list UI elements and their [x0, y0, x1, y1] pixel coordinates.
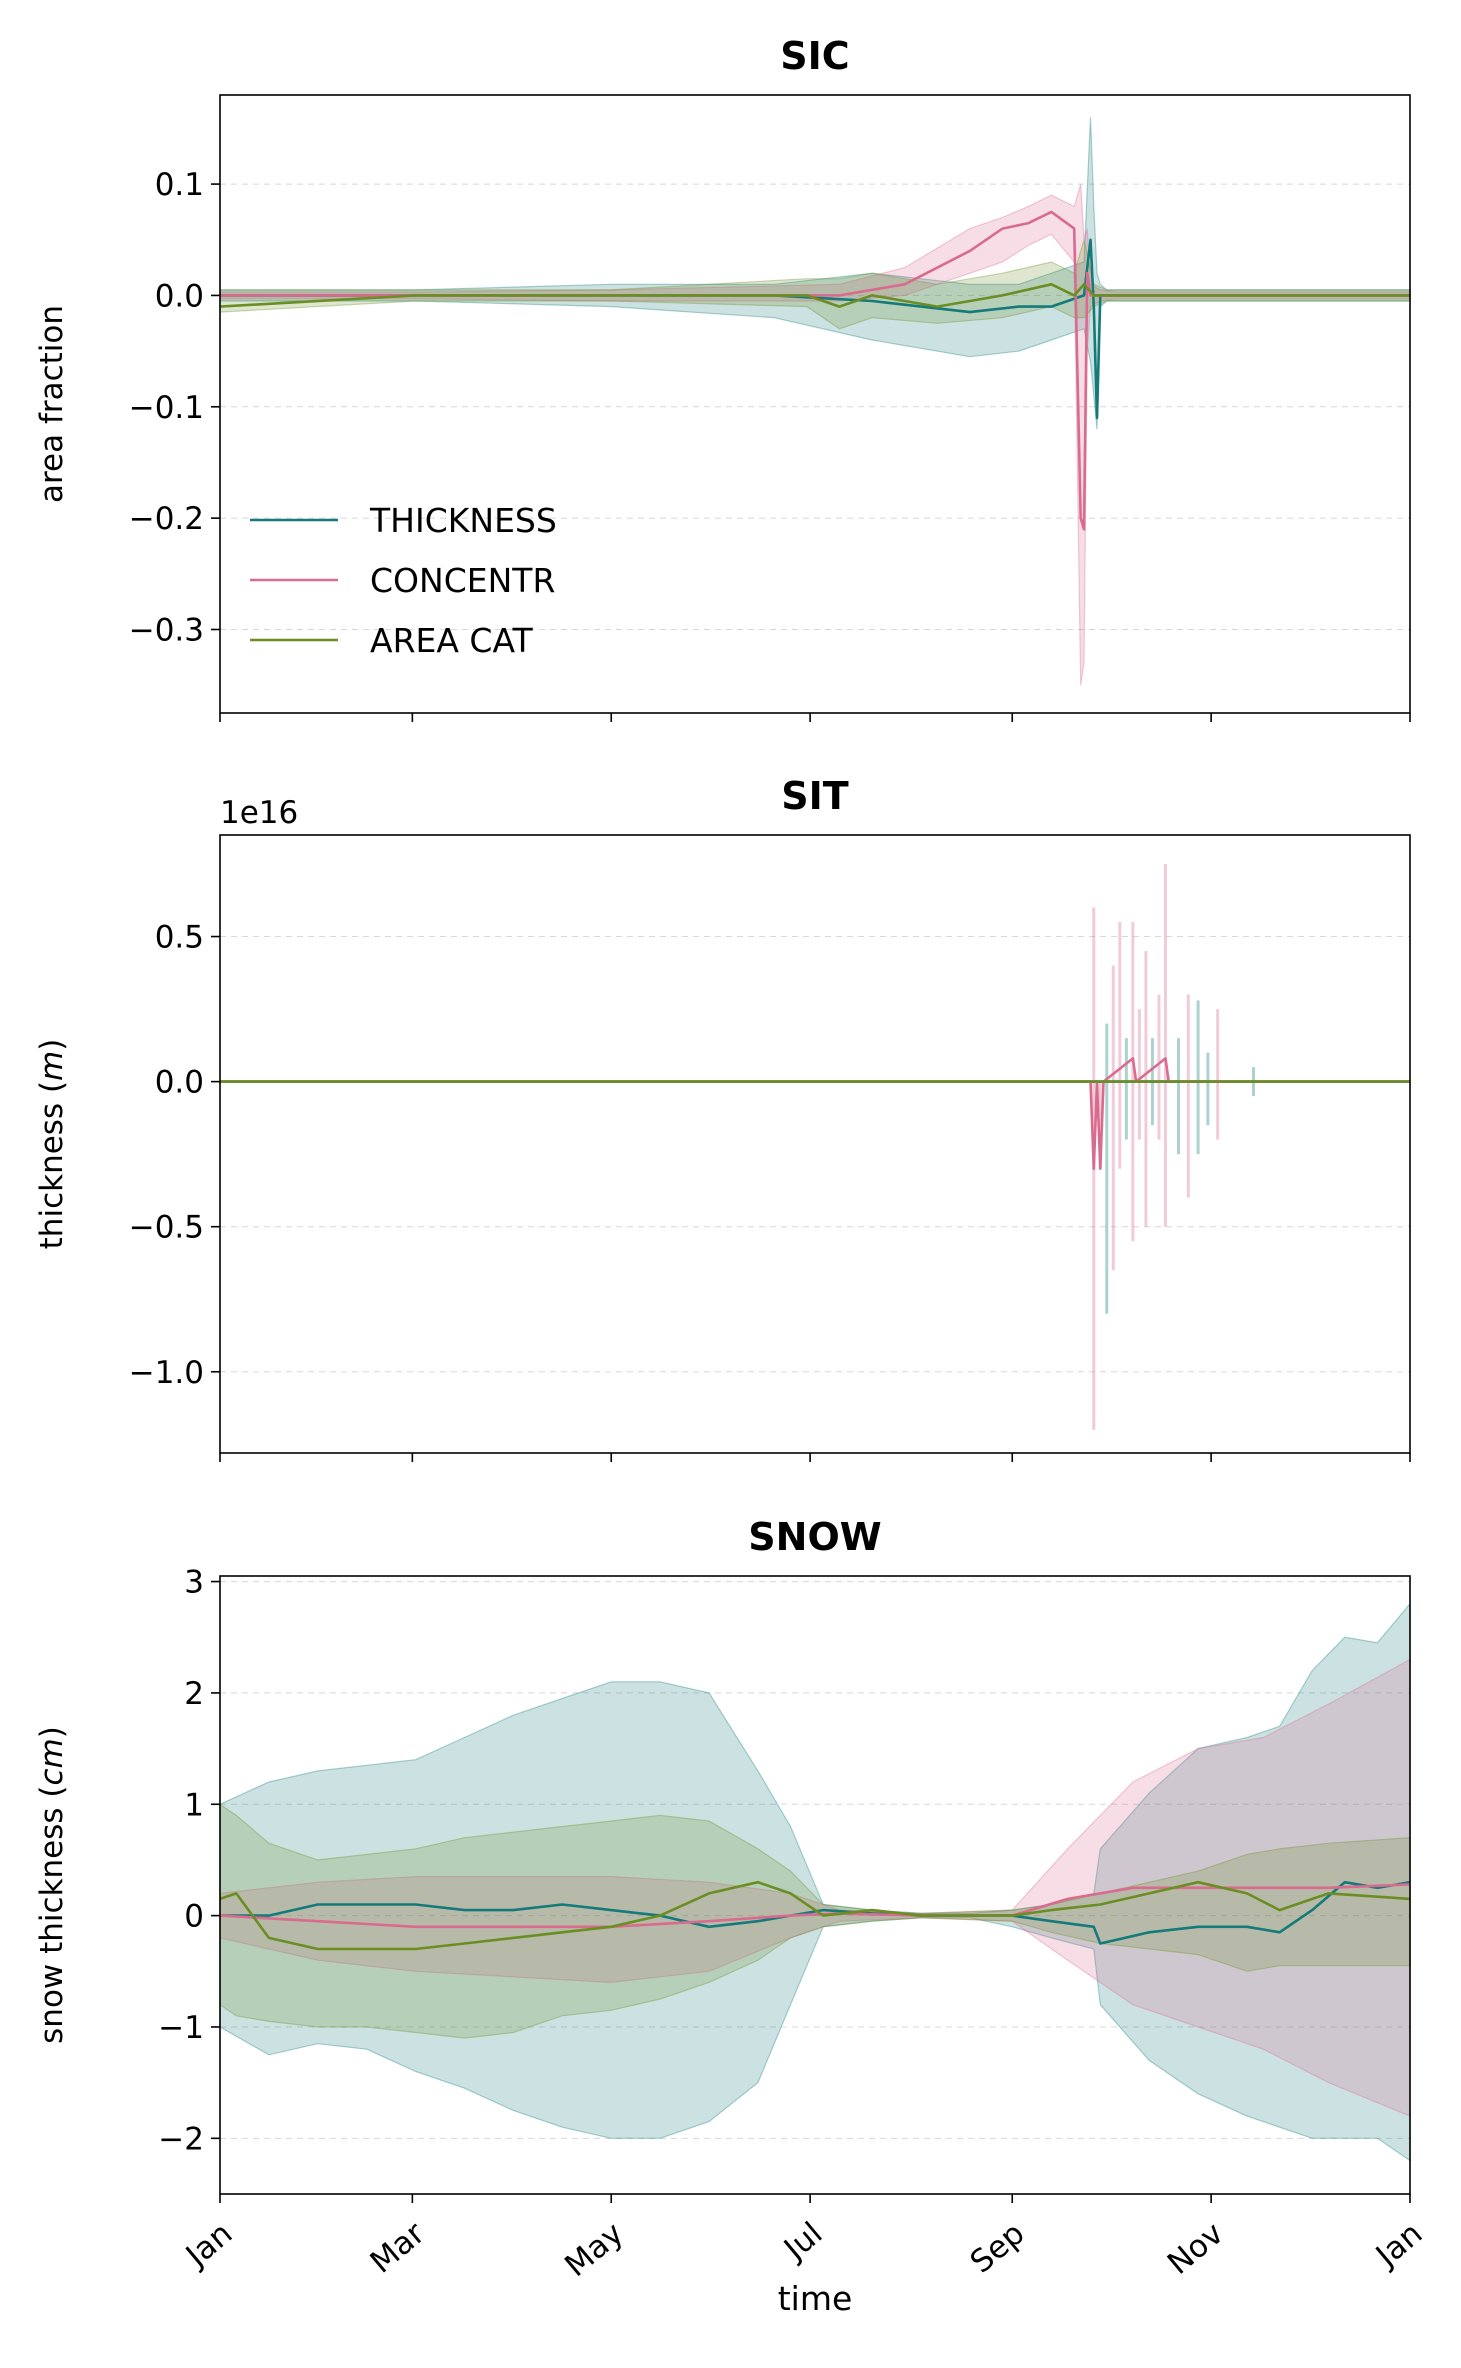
- legend-label: THICKNESS: [369, 501, 557, 540]
- y-tick-label: 2: [184, 1676, 204, 1712]
- y-tick-label: 0.5: [155, 920, 204, 956]
- x-tick-label: Sep: [964, 2215, 1032, 2280]
- series-line-thickness: [220, 238, 1410, 420]
- x-tick-label: Mar: [364, 2215, 432, 2280]
- band-concentr: [219, 183, 1411, 686]
- band-thickness: [219, 117, 1411, 430]
- y-axis-label: thickness (m): [34, 1039, 70, 1250]
- y-tick-label: −0.3: [129, 612, 204, 648]
- y-tick-label: −0.5: [129, 1210, 204, 1246]
- offset-text: 1e16: [220, 795, 298, 831]
- series-line-concentr: [220, 1057, 1410, 1170]
- axes-frame: [219, 834, 1411, 1454]
- axes-frame: [219, 1575, 1411, 2195]
- y-tick-label: 0.0: [155, 1065, 204, 1101]
- x-tick-label: May: [558, 2215, 630, 2284]
- y-axis-label: snow thickness (cm): [34, 1726, 70, 2044]
- y-tick-label: 0.1: [155, 167, 204, 203]
- series-line-concentr: [219, 1883, 1411, 1929]
- legend-label: AREA CAT: [370, 621, 533, 660]
- y-tick-label: 1: [184, 1787, 204, 1823]
- y-tick-label: −1: [158, 2010, 204, 2046]
- series-line-concentr: [220, 210, 1410, 531]
- legend-label: CONCENTR: [370, 561, 555, 600]
- chart-title: SIC: [780, 34, 849, 78]
- y-tick-label: −0.2: [129, 501, 204, 537]
- y-axis-label: area fraction: [34, 305, 70, 503]
- x-axis-label: time: [778, 2279, 853, 2318]
- x-tick-label: Nov: [1161, 2215, 1230, 2281]
- chart-title: SIT: [781, 774, 849, 818]
- y-tick-label: −1.0: [129, 1355, 204, 1391]
- series-line-area-cat: [219, 1880, 1411, 1951]
- y-tick-label: −0.1: [129, 390, 204, 426]
- y-tick-label: 0.0: [155, 278, 204, 314]
- y-tick-label: 3: [184, 1565, 204, 1601]
- chart-title: SNOW: [748, 1515, 881, 1559]
- series-line-area-cat: [219, 282, 1410, 308]
- x-tick-label: Jan: [1368, 2215, 1429, 2275]
- axes-frame: [219, 94, 1411, 714]
- x-tick-label: Jan: [178, 2215, 239, 2275]
- y-tick-label: 0: [184, 1899, 204, 1935]
- y-tick-label: −2: [158, 2121, 204, 2157]
- x-tick-label: Jul: [776, 2215, 829, 2268]
